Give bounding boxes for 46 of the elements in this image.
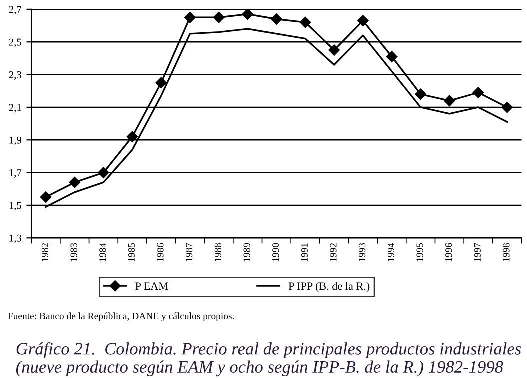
x-tick-label: 1995	[416, 243, 424, 262]
point	[472, 87, 484, 98]
x-tick-label: 1998	[503, 243, 510, 262]
x-tick-label: 1986	[157, 243, 164, 262]
x-tick-label: 1996	[446, 243, 452, 262]
point	[502, 102, 513, 114]
point	[69, 176, 80, 188]
point	[415, 88, 426, 100]
point	[126, 131, 138, 142]
x-tick-label: 1993	[359, 243, 366, 262]
point	[40, 192, 52, 203]
x-tick-label: 1984	[100, 243, 106, 262]
point	[184, 12, 196, 24]
x-tick-label: 1991	[301, 244, 308, 262]
x-tick-label: 1994	[388, 243, 394, 262]
point	[386, 51, 398, 62]
y-tick-label: 2,3	[9, 72, 22, 80]
x-tick-label: 1990	[272, 243, 280, 262]
x-tick-label: 1997	[474, 243, 481, 262]
point	[300, 16, 312, 28]
point	[242, 9, 254, 20]
x-tick-label: 1985	[128, 243, 135, 262]
y-tick-label: 2,1	[9, 104, 22, 113]
x-tick-label: 1992	[330, 244, 337, 262]
point	[358, 15, 369, 26]
point	[328, 44, 340, 56]
point	[444, 95, 456, 107]
point	[98, 167, 110, 178]
text: Gráfico 21. Colombia. Precio real de principales productos industriales (nueve producto según EAM y ocho según IPP-B. de la R.) 1982-1998	[16, 342, 522, 377]
point	[271, 14, 282, 25]
x-tick-label: 1988	[214, 243, 222, 262]
y-tick-label: 1,7	[10, 170, 22, 178]
y-tick-label: 2,5	[9, 38, 22, 48]
point	[156, 77, 167, 89]
x-tick-label: 1987	[186, 243, 193, 262]
y-tick-label: 2,7	[9, 6, 22, 15]
legend-label: P EAM	[136, 282, 168, 290]
y-tick-label: 1,5	[10, 202, 22, 211]
x-tick-label: 1989	[244, 243, 250, 262]
x-tick-label: 1983	[70, 243, 78, 262]
y-tick-label: 1,9	[10, 136, 22, 146]
point	[213, 12, 225, 24]
source-note: Fuente: Banco de la República, DANE y cálculos propios.	[8, 312, 234, 322]
x-tick-label: 1982	[42, 244, 48, 262]
y-tick-label: 1,3	[10, 234, 22, 244]
legend-label: P IPP (B. de la R.)	[288, 282, 370, 292]
